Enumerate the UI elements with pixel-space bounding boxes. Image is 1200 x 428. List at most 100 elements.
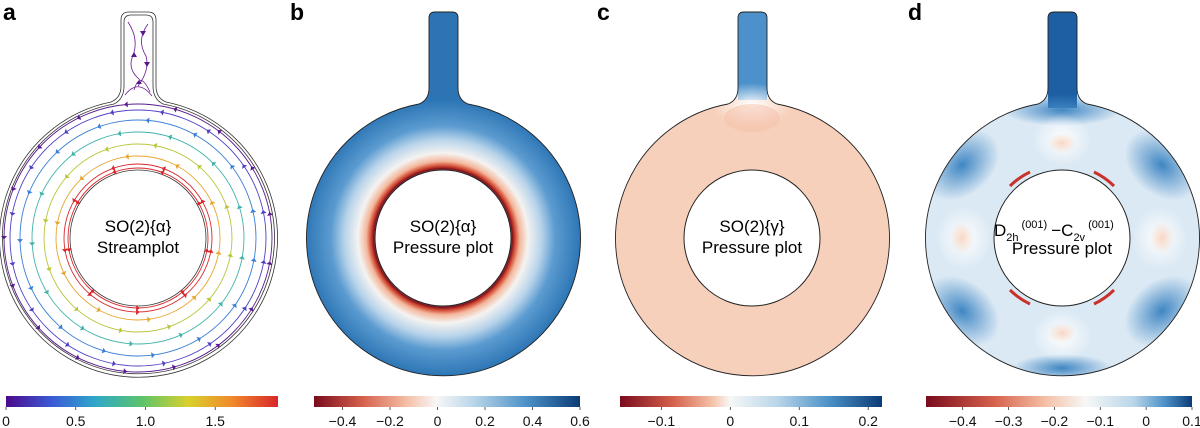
streamline-arrow xyxy=(28,307,34,312)
colorbar-tick-label: 0.5 xyxy=(66,413,86,428)
streamline-arrow xyxy=(231,303,237,309)
colorbar-c xyxy=(620,396,882,407)
streamline-arrow xyxy=(54,221,61,226)
streamline-arrow xyxy=(166,324,172,330)
streamline-arrow xyxy=(168,134,173,141)
streamline-arrow xyxy=(73,306,79,311)
title-d-sub-b: 2v xyxy=(1073,232,1085,244)
pressure-title-c-line1: SO(2){γ} xyxy=(719,217,785,236)
streamline-arrow xyxy=(136,304,140,311)
panel-a: a SO(2){α} Streamplot 0 0.5 1.0 1.5 xyxy=(0,0,278,428)
streamline-arrow xyxy=(250,166,256,171)
pressure-title-d-line1: D2h(001) −C2v(001) xyxy=(994,219,1114,244)
streamline-arrow xyxy=(171,364,177,371)
streamline-arrow xyxy=(207,249,214,254)
streamline-arrow xyxy=(9,211,16,217)
streamline-arrow xyxy=(60,270,67,276)
colorbar-tick-label: 1.5 xyxy=(205,413,225,428)
stem-streamlines xyxy=(124,21,153,97)
colorbar-tick-label: 0.4 xyxy=(523,413,543,428)
streamline-arrow xyxy=(104,146,110,152)
streamline-arrow xyxy=(236,205,243,210)
streamline-arrow xyxy=(96,306,101,313)
streamline-arrow xyxy=(129,340,134,347)
colorbar-tick-label: 0.1 xyxy=(790,413,810,428)
colorbar-tick-label: −0.1 xyxy=(648,413,676,428)
colorbar-tick-label: 0.1 xyxy=(1182,413,1200,428)
streamline-arrow xyxy=(9,261,16,266)
title-d-sup-b: (001) xyxy=(1088,219,1114,231)
streamline-arrow xyxy=(136,308,140,315)
inner-hole-b xyxy=(374,169,512,307)
streamplot-title-line2: Streamplot xyxy=(97,238,179,257)
panel-b: b SO(2){α} Pressure plot −0.4 −0.2 0 0.2 0.4… xyxy=(290,0,590,428)
streamline-arrow xyxy=(161,166,167,172)
streamline-arrow xyxy=(250,258,257,263)
title-d-dash: −C xyxy=(1051,221,1073,240)
streamline-arrow xyxy=(124,101,128,108)
streamline-arrow xyxy=(217,129,223,135)
streamline-arrow xyxy=(215,250,222,255)
streamline-arrow xyxy=(197,165,203,170)
colorbar-b-ticks: −0.4 −0.2 0 0.2 0.4 0.6 xyxy=(329,407,590,428)
streamline-arrow xyxy=(9,283,16,288)
streamline-arrow xyxy=(250,208,257,214)
colorbar-tick-label: −0.3 xyxy=(995,413,1023,428)
colorbar-tick-label: 0 xyxy=(1142,413,1150,428)
streamline-arrow xyxy=(159,109,165,116)
colorbar-d-ticks: −0.4 −0.3 −0.2 −0.1 0 0.1 xyxy=(949,407,1200,428)
streamline-arrow xyxy=(145,117,150,124)
colorbar-tick-label: −0.4 xyxy=(329,413,357,428)
streamplot-title-line1: SO(2){α} xyxy=(105,217,172,236)
streamline-arrow xyxy=(46,266,52,272)
streamline-arrow xyxy=(211,161,217,167)
streamline-arrow xyxy=(35,324,40,330)
panel-label-a: a xyxy=(3,0,16,25)
streamline-arrow xyxy=(55,148,61,154)
streamline-arrow xyxy=(151,352,155,359)
title-d-main-a: D xyxy=(994,221,1006,240)
streamline-arrow xyxy=(39,191,45,196)
streamline-arrow xyxy=(71,150,77,156)
colorbar-tick-label: −0.4 xyxy=(949,413,977,428)
colorbar-tick-label: 0 xyxy=(726,413,734,428)
streamline-arrow xyxy=(65,173,70,179)
streamline-arrow xyxy=(43,289,49,295)
streamline-arrow xyxy=(203,248,210,253)
streamline-arrow xyxy=(267,211,274,216)
pressure-title-c-line2: Pressure plot xyxy=(702,238,802,257)
streamline xyxy=(9,109,267,367)
streamline-arrow xyxy=(112,168,117,175)
streamline-arrow xyxy=(206,129,212,135)
streamline-arrow xyxy=(29,164,35,170)
streamline-arrow xyxy=(215,343,220,349)
inner-hole-c xyxy=(683,169,821,307)
title-d-sub-a: 2h xyxy=(1006,232,1018,244)
domain-outline-b xyxy=(306,11,581,377)
pressure-title-b-line1: SO(2){α} xyxy=(410,217,477,236)
streamline-arrow xyxy=(260,210,267,215)
colorbar-a-ticks: 0 0.5 1.0 1.5 xyxy=(2,407,225,428)
streamline-arrow xyxy=(97,123,102,129)
colorbar-tick-label: −0.2 xyxy=(1041,413,1069,428)
streamline-arrow xyxy=(64,341,70,347)
streamline-arrow xyxy=(111,360,117,367)
domain-outline-c xyxy=(615,11,890,377)
streamline-arrow xyxy=(227,253,234,258)
streamline-arrow xyxy=(173,106,178,113)
inner-hole-d xyxy=(993,169,1131,307)
stem-arrows xyxy=(131,31,150,84)
colorbar-c-ticks: −0.1 0 0.1 0.2 xyxy=(648,407,878,428)
streamline-arrow xyxy=(123,368,128,375)
panel-c: c SO(2){γ} Pressure plot −0.1 0 0.1 0.2 xyxy=(597,0,890,428)
colorbar-tick-label: 0.2 xyxy=(858,413,878,428)
domain-outline-d xyxy=(925,11,1200,377)
streamplot-domain-outline xyxy=(0,11,278,378)
streamline-arrow xyxy=(209,200,216,206)
streamline-arrow xyxy=(242,164,248,169)
streamline-arrow xyxy=(248,307,254,312)
streamline-arrow xyxy=(200,199,206,205)
colorbar-tick-label: −0.1 xyxy=(1086,413,1114,428)
panel-label-b: b xyxy=(290,0,304,25)
